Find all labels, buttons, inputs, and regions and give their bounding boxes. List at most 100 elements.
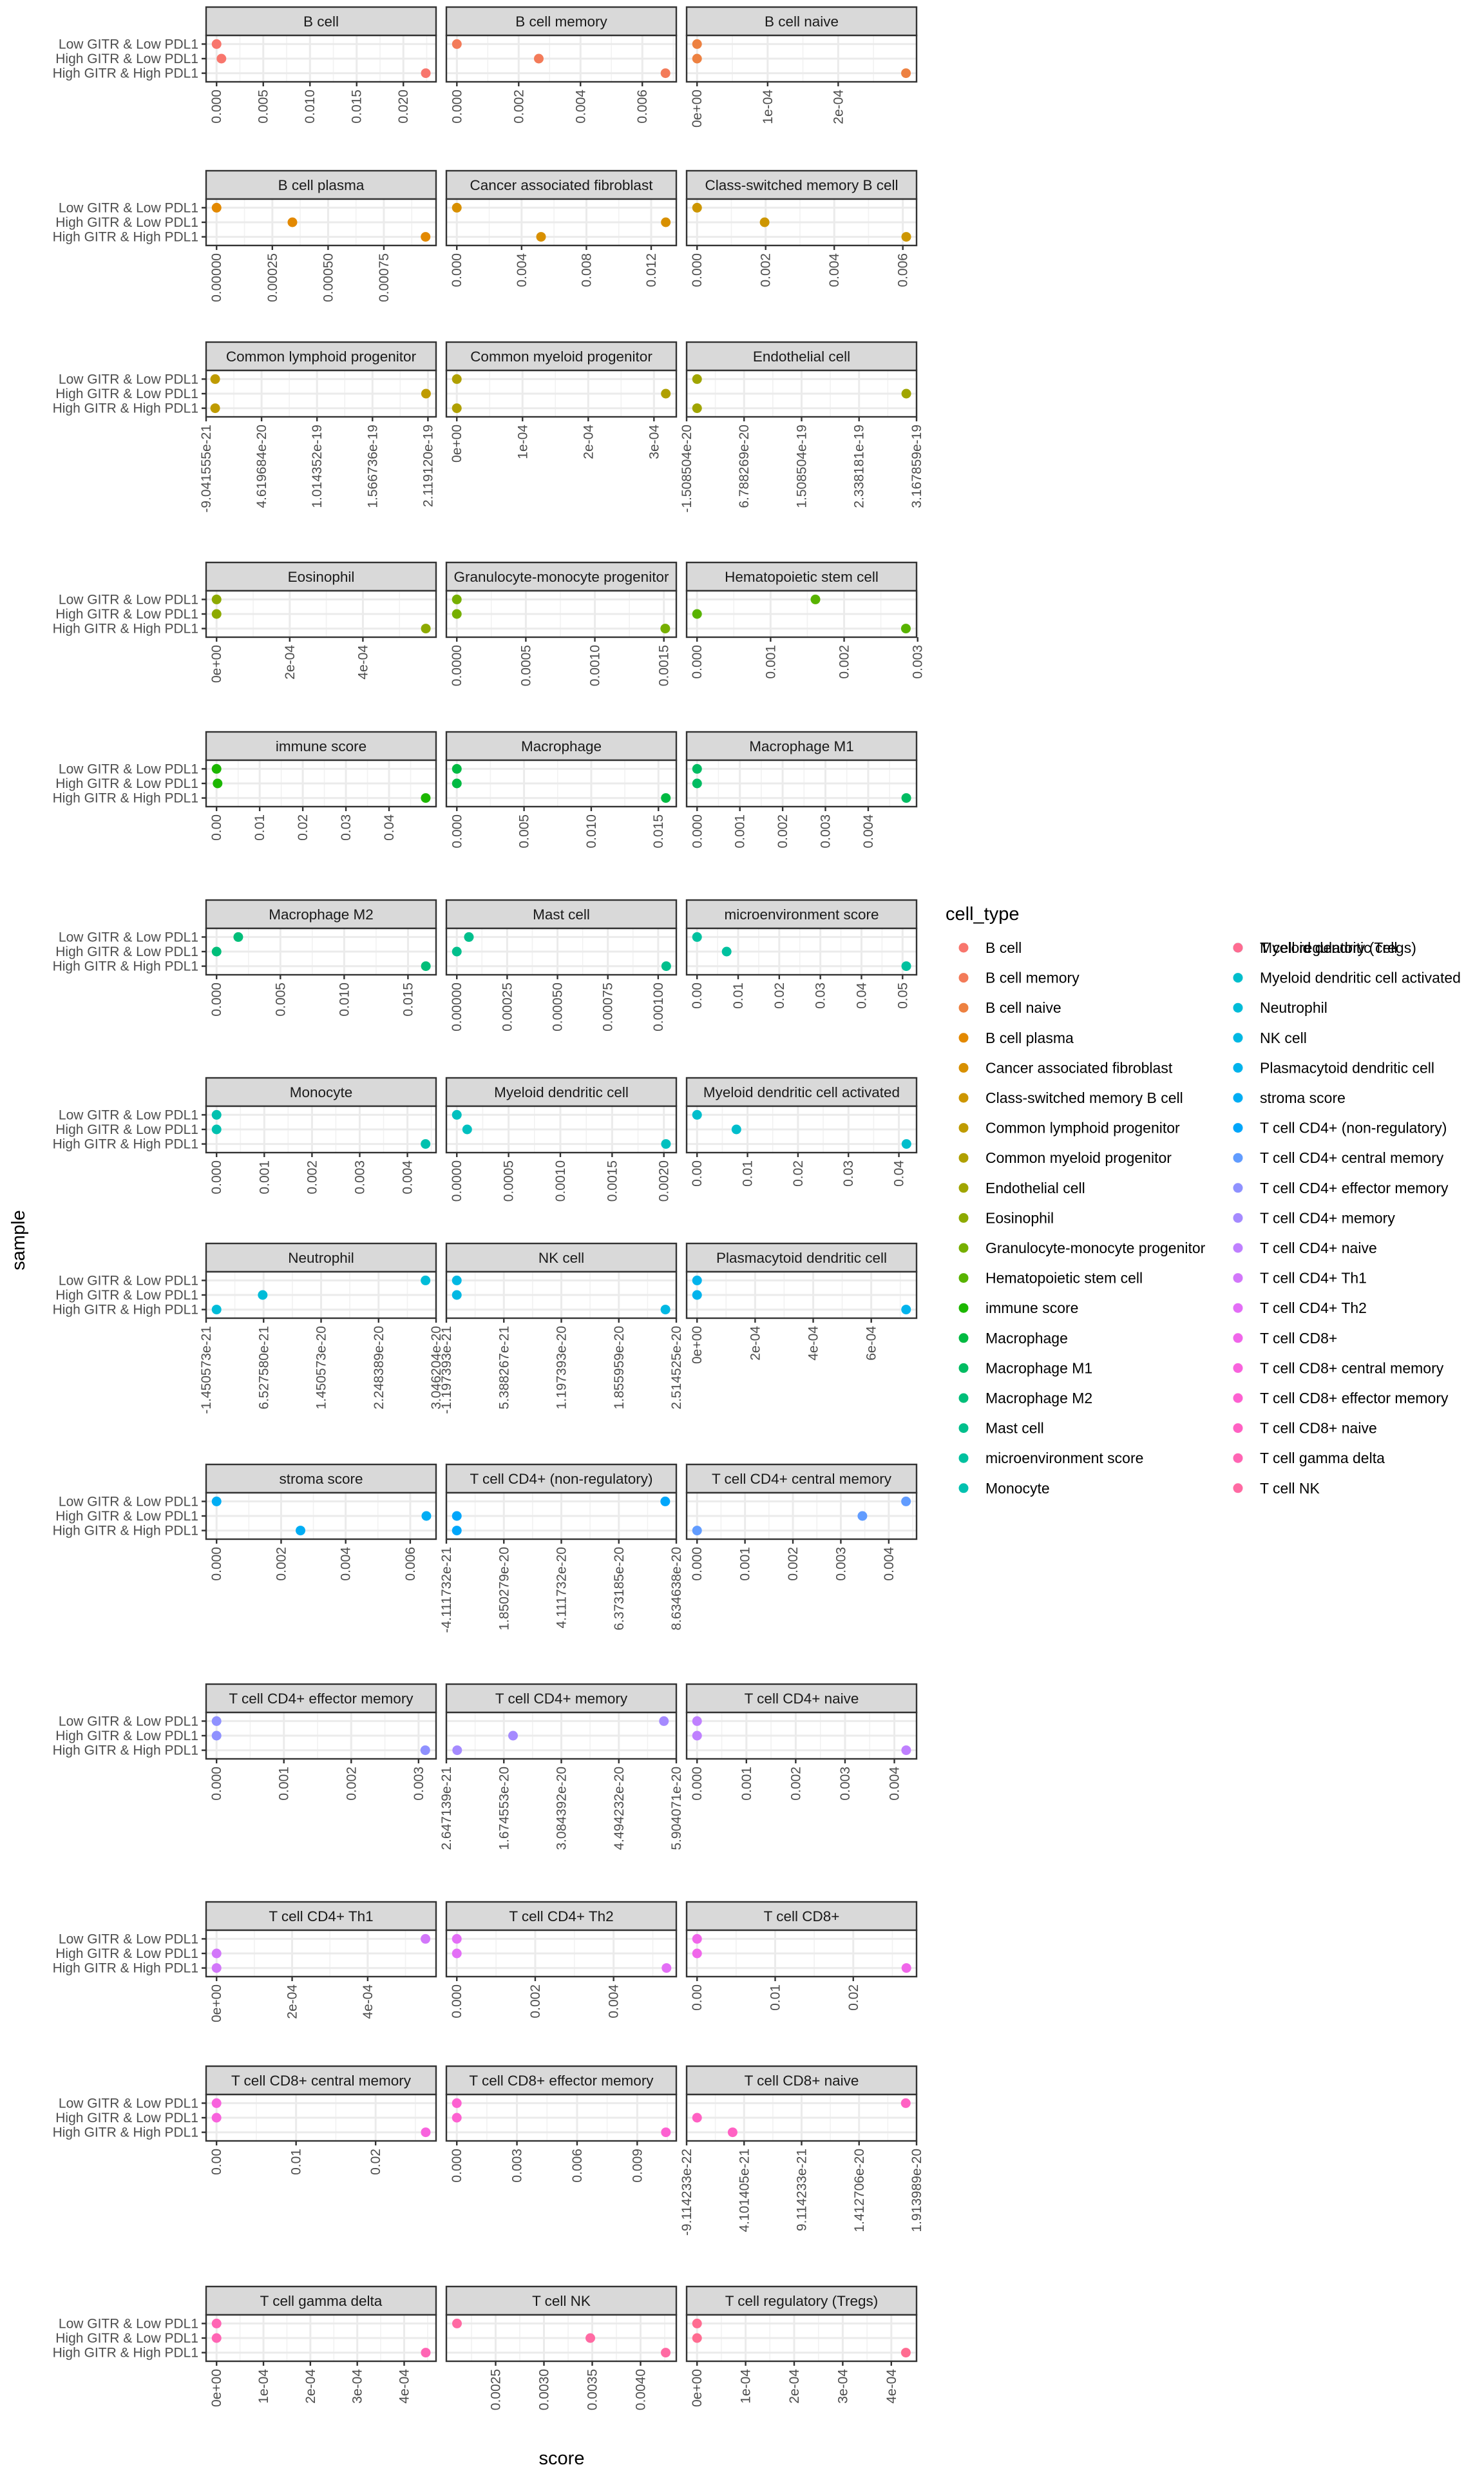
data-point xyxy=(901,793,911,803)
legend-key xyxy=(1233,1243,1243,1253)
data-point xyxy=(692,1716,702,1726)
x-tick-label: 0.002 xyxy=(837,645,852,679)
legend-key xyxy=(1233,1273,1243,1283)
facet-panel: microenvironment score 0.00 0.01 0.02 0.03 0.… xyxy=(685,899,918,1009)
x-tick-label: 0.002 xyxy=(511,90,526,124)
legend-label: T cell CD4+ (non-regulatory) xyxy=(1260,1120,1447,1136)
legend-label: Mast cell xyxy=(985,1420,1044,1437)
x-tick-label: 1e-04 xyxy=(739,2369,754,2404)
facet-title: Myeloid dendritic cell xyxy=(494,1084,629,1100)
legend-label: T cell regulatory (Tregs) xyxy=(1260,939,1416,956)
legend-key xyxy=(1233,1062,1243,1073)
x-tick-label: -1.197393e-21 xyxy=(439,1326,454,1414)
facet-title: Granulocyte-monocyte progenitor xyxy=(454,569,669,585)
x-tick-label: 0.002 xyxy=(344,1767,359,1801)
facet-strip xyxy=(445,341,678,372)
data-point xyxy=(661,793,671,803)
x-tick-label: 0.010 xyxy=(303,90,318,124)
x-tick-label: 0.00025 xyxy=(500,983,515,1031)
data-point xyxy=(692,778,702,789)
data-point xyxy=(421,68,431,79)
data-point xyxy=(660,624,671,634)
facet-strip xyxy=(685,1463,918,1494)
facet-strip xyxy=(685,169,918,200)
data-point xyxy=(731,1124,741,1135)
x-tick-label: 4e-04 xyxy=(397,2369,412,2404)
data-point xyxy=(452,609,462,619)
data-point xyxy=(421,1139,431,1149)
legend-item: Monocyte xyxy=(958,1480,1050,1497)
data-point xyxy=(585,2333,595,2343)
facet-strip xyxy=(205,1683,437,1714)
legend-label: T cell gamma delta xyxy=(1260,1450,1385,1466)
legend-key xyxy=(958,1393,969,1403)
x-tick-label: 0.0035 xyxy=(585,2369,600,2410)
y-tick-label: Low GITR & Low PDL1 xyxy=(59,1494,198,1509)
legend-key xyxy=(958,1213,969,1223)
x-tick-label: 0.001 xyxy=(763,645,778,679)
facet-strip xyxy=(685,899,918,930)
x-tick-label: 0.003 xyxy=(819,814,833,849)
x-tick-label: 0.0000 xyxy=(450,1160,464,1202)
y-tick-label: High GITR & Low PDL1 xyxy=(55,607,198,622)
data-point xyxy=(452,2113,462,2123)
x-tick-label: 0.000 xyxy=(690,253,705,287)
x-tick-label: 0.000 xyxy=(450,814,464,849)
x-tick-label: 2.119120e-19 xyxy=(421,425,435,507)
facet-strip xyxy=(205,169,437,200)
data-point xyxy=(661,961,671,972)
x-tick-label: 0.00050 xyxy=(551,983,566,1031)
legend-item: immune score xyxy=(958,1299,1078,1316)
facet-panel: T cell gamma delta 0e+00 1e-04 2e-04 3e-04 4e… xyxy=(53,2285,437,2407)
panel-border xyxy=(685,198,918,247)
legend-label: Myeloid dendritic cell xyxy=(1260,939,1397,956)
x-tick-label: 0.006 xyxy=(403,1547,418,1581)
x-tick-label: 0.00000 xyxy=(209,253,224,302)
facet-panel: Macrophage M2 0.000 0.005 0.010 0.015 Low GIT… xyxy=(53,899,437,1017)
legend-label: B cell plasma xyxy=(985,1030,1074,1046)
legend-label: B cell naive xyxy=(985,999,1061,1016)
x-tick-label: 0.0005 xyxy=(502,1160,517,1202)
facet-strip xyxy=(685,6,918,37)
data-point xyxy=(211,1305,222,1315)
facet-strip xyxy=(445,6,678,37)
legend-item: T cell regulatory (Tregs) xyxy=(1233,939,1416,956)
data-point xyxy=(421,388,431,399)
data-point xyxy=(421,1511,432,1521)
facet-panel: stroma score 0.000 0.002 0.004 0.006 Low GITR… xyxy=(53,1463,437,1581)
legend-label: T cell CD4+ central memory xyxy=(1260,1149,1444,1166)
data-point xyxy=(211,1731,222,1741)
facet-panel: T cell CD4+ central memory 0.000 0.001 0.00… xyxy=(685,1463,918,1581)
legend-key xyxy=(958,1183,969,1193)
data-point xyxy=(692,1290,702,1300)
legend-item: T cell CD4+ central memory xyxy=(1233,1149,1444,1166)
x-tick-label: 0e+00 xyxy=(209,1984,224,2022)
legend-label: T cell CD4+ Th2 xyxy=(1260,1299,1367,1316)
x-tick-label: 0.02 xyxy=(772,983,787,1009)
facet-panel: Myeloid dendritic cell activated 0.00 0.01… xyxy=(685,1077,918,1187)
x-tick-label: 0.0030 xyxy=(537,2369,552,2410)
facet-strip xyxy=(445,2285,678,2316)
legend-item: Endothelial cell xyxy=(958,1180,1085,1196)
data-point xyxy=(211,1963,222,1973)
x-tick-label: 0.002 xyxy=(759,253,774,287)
legend-title: cell_type xyxy=(946,904,1019,925)
facet-panel: T cell CD4+ Th1 0e+00 2e-04 4e-04 Low GITR &… xyxy=(53,1901,437,2022)
x-tick-label: 2e-04 xyxy=(581,425,596,459)
y-tick-label: High GITR & High PDL1 xyxy=(53,230,198,245)
x-tick-label: 0.004 xyxy=(401,1160,415,1194)
facet-title: Neutrophil xyxy=(288,1250,354,1266)
x-tick-label: 1.566736e-19 xyxy=(365,425,380,508)
data-point xyxy=(211,2318,222,2328)
facet-title: Macrophage M2 xyxy=(269,906,374,923)
facet-panel: Neutrophil -1.450573e-21 6.527580e-21 1.450… xyxy=(53,1242,444,1414)
x-tick-label: 0.0020 xyxy=(657,1160,672,1202)
x-tick-label: 0.00100 xyxy=(651,983,666,1031)
legend-key xyxy=(958,1033,969,1043)
x-tick-label: 0.006 xyxy=(635,90,650,124)
data-point xyxy=(462,1124,472,1135)
legend-item: Cancer associated fibroblast xyxy=(958,1059,1173,1076)
x-tick-label: 0.000 xyxy=(450,90,464,124)
facet-panel: Class-switched memory B cell 0.000 0.002 0.… xyxy=(685,169,918,287)
y-tick-label: Low GITR & Low PDL1 xyxy=(59,2316,198,2331)
